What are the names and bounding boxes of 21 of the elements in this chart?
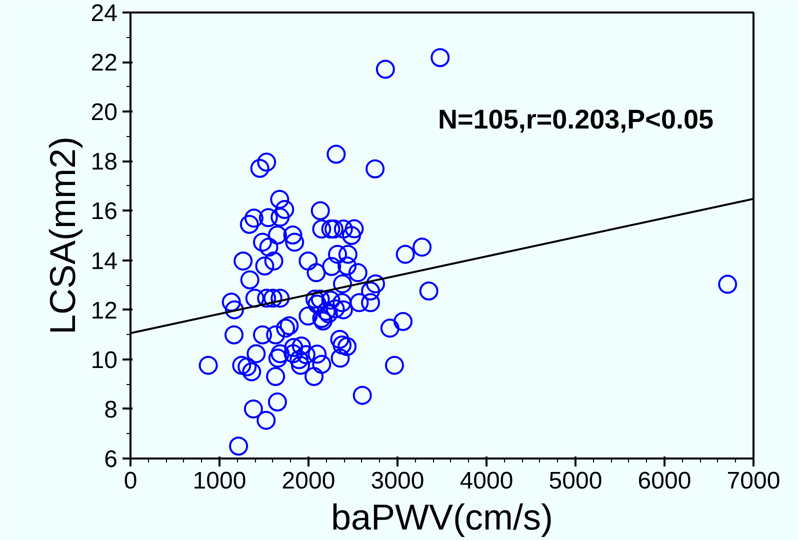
x-tick-label: 5000 (548, 468, 602, 494)
x-tick-label: 6000 (638, 468, 692, 494)
y-tick-label: 12 (90, 297, 118, 324)
y-tick-label: 24 (90, 0, 118, 27)
x-tick-label: 7000 (726, 468, 780, 494)
annotation: N=105,r=0.203,P<0.05 (438, 104, 714, 134)
y-tick-label: 22 (90, 50, 118, 77)
x-tick-label: 2000 (282, 468, 336, 494)
y-axis-title: LCSA(mm2) (42, 136, 83, 335)
y-tick-label: 10 (90, 346, 118, 374)
x-axis-title: baPWV(cm/s) (330, 496, 554, 538)
y-tick-label: 18 (90, 148, 118, 176)
y-tick-label: 14 (90, 248, 118, 275)
x-tick-label: 3000 (370, 468, 424, 494)
x-tick-label: 0 (124, 468, 138, 494)
y-tick-label: 8 (104, 396, 118, 424)
x-tick-label: 4000 (460, 468, 514, 494)
x-tick-label: 1000 (192, 468, 246, 494)
y-tick-label: 16 (90, 198, 118, 226)
y-tick-label: 20 (90, 99, 118, 126)
y-tick-label: 6 (104, 446, 118, 473)
